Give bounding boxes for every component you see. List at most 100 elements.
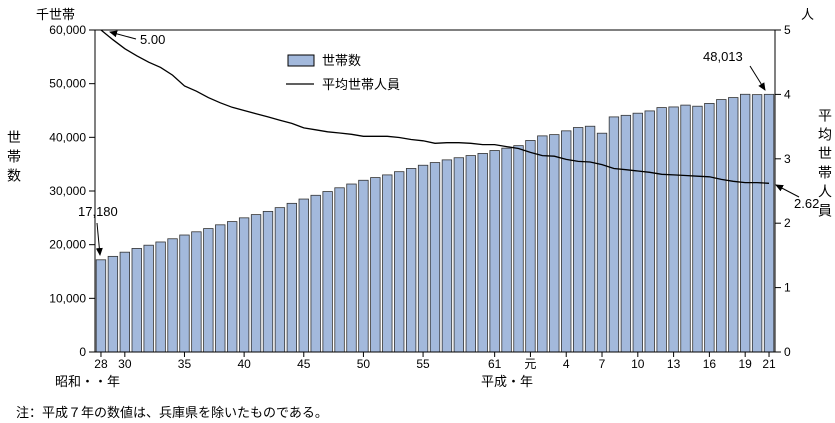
bar (95, 259, 107, 353)
bar (656, 107, 667, 353)
x-tick-label: 16 (703, 357, 717, 371)
y-left-tick-label: 0 (79, 345, 86, 359)
y-right-tick-label: 0 (784, 345, 791, 359)
bar (191, 231, 202, 353)
bar (322, 191, 333, 353)
bars-group (95, 93, 775, 353)
bar (346, 183, 357, 353)
legend-line-label: 平均世帯人員 (322, 77, 400, 92)
bar (561, 130, 572, 353)
bar (298, 198, 309, 353)
bar (668, 106, 679, 353)
x-axis: 28 30 35 40 45 50 55 61 元 4 7 10 13 16 19 21 (94, 352, 776, 371)
bar (119, 251, 130, 353)
line-start-value: 5.00 (140, 32, 165, 47)
bar (203, 228, 214, 353)
bar (513, 145, 524, 353)
bar (155, 241, 166, 353)
bar (584, 125, 596, 353)
y-left-tick-label: 20,000 (49, 238, 86, 252)
bar (692, 105, 703, 353)
bar (429, 162, 441, 353)
y-axis-right: 0 1 2 3 4 5 (775, 23, 791, 359)
x-tick-label: 55 (416, 357, 430, 371)
right-axis-title: 平均世帯人員 (817, 108, 833, 222)
bar (179, 234, 190, 353)
bar (632, 112, 643, 353)
bar (417, 164, 429, 353)
y-right-tick-label: 5 (784, 23, 791, 37)
x-tick-label: 35 (178, 357, 192, 371)
bar (167, 238, 178, 353)
x-tick-label: 40 (237, 357, 251, 371)
bar (763, 93, 775, 353)
left-axis-title: 世帯数 (6, 130, 22, 187)
bar (549, 134, 560, 353)
bar (716, 99, 727, 353)
bar (358, 179, 369, 353)
y-left-tick-label: 60,000 (49, 23, 86, 37)
bar (477, 153, 488, 353)
x-tick-label: 21 (762, 357, 776, 371)
y-left-tick-label: 30,000 (49, 184, 86, 198)
x-tick-label: 元 (524, 357, 536, 371)
y-right-tick-label: 1 (784, 281, 791, 295)
x-tick-label: 61 (488, 357, 502, 371)
bar (334, 187, 345, 353)
line-end-arrow (775, 184, 800, 198)
first-bar-value: 17,180 (78, 204, 118, 219)
bar (131, 248, 142, 353)
x-tick-label: 13 (667, 357, 681, 371)
bar (620, 114, 632, 353)
bar (489, 150, 500, 353)
y-right-tick-label: 3 (784, 152, 791, 166)
left-axis-unit: 千世帯 (36, 7, 76, 22)
bar (382, 174, 393, 353)
bar (501, 147, 512, 353)
bar (465, 155, 476, 353)
bar (250, 214, 262, 353)
bar (728, 97, 739, 353)
line-end-value: 2.62 (794, 196, 819, 211)
x-tick-label: 30 (118, 357, 132, 371)
bar (644, 110, 655, 353)
y-left-tick-label: 10,000 (49, 291, 86, 305)
bar (143, 244, 154, 353)
bar (751, 94, 763, 353)
y-axis-left: 0 10,000 20,000 30,000 40,000 50,000 60,000 (49, 23, 95, 359)
bar (441, 159, 453, 353)
bar (286, 202, 298, 353)
x-tick-label: 7 (599, 357, 606, 371)
bar (525, 140, 536, 353)
x-tick-label: 50 (357, 357, 371, 371)
y-right-tick-label: 4 (784, 87, 791, 101)
bar (227, 221, 238, 353)
x-tick-label: 45 (297, 357, 311, 371)
bar (107, 255, 119, 353)
y-left-tick-label: 40,000 (49, 130, 86, 144)
y-right-tick-label: 2 (784, 216, 791, 230)
bar (262, 210, 274, 353)
x-tick-label: 28 (94, 357, 108, 371)
showa-era-label: 昭和・・年 (55, 374, 121, 389)
last-bar-value: 48,013 (703, 49, 743, 64)
bar (394, 171, 405, 353)
bar (274, 207, 286, 353)
legend-bar-label: 世帯数 (322, 53, 361, 68)
last-bar-arrow (749, 65, 766, 91)
legend-bar-swatch (287, 54, 315, 67)
footnote: 注：平成７年の数値は、兵庫県を除いたものである。 (16, 405, 328, 420)
bar (310, 194, 321, 353)
bar (680, 104, 691, 353)
bar (740, 93, 751, 353)
bar (370, 177, 381, 353)
bar (608, 116, 620, 353)
bar (405, 168, 417, 353)
right-axis-unit: 人 (801, 7, 815, 22)
line-start-arrow (109, 30, 137, 40)
y-left-tick-label: 50,000 (49, 77, 86, 91)
bar (537, 135, 548, 353)
